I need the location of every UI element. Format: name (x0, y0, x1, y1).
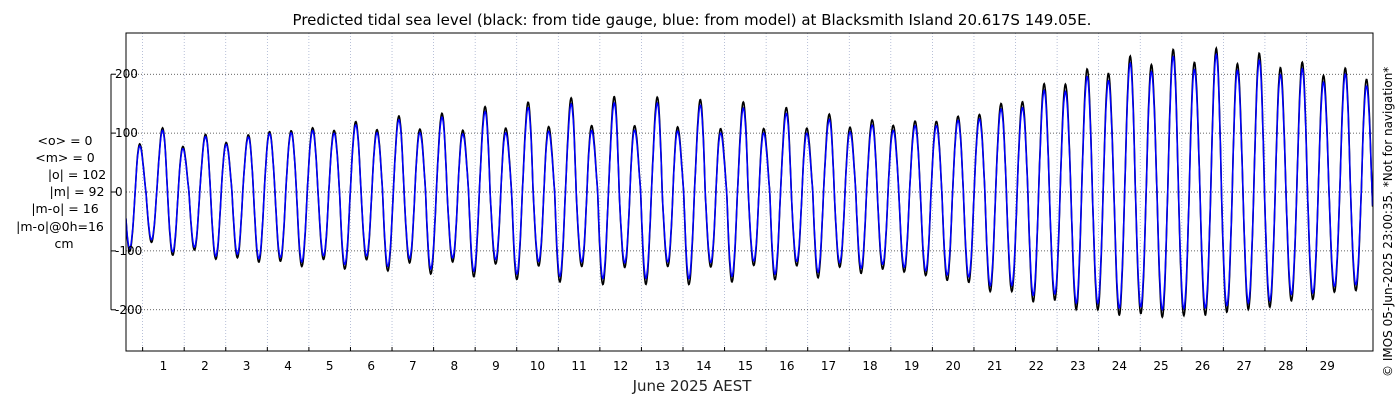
x-tick-label: 22 (1029, 359, 1044, 373)
x-tick-label: 8 (451, 359, 459, 373)
x-tick-label: 21 (987, 359, 1002, 373)
stat-line: cm (54, 236, 73, 251)
y-tick-label: 200 (115, 67, 138, 81)
series-tide-gauge-line (126, 46, 1373, 319)
x-axis-label: June 2025 AEST (632, 377, 753, 395)
x-tick-label: 9 (492, 359, 500, 373)
stat-line: |m| = 92 (50, 184, 105, 199)
x-tick-label: 6 (367, 359, 375, 373)
x-tick-label: 17 (821, 359, 836, 373)
x-tick-label: 16 (779, 359, 794, 373)
x-tick-label: 12 (613, 359, 628, 373)
x-tick-label: 19 (904, 359, 919, 373)
x-tick-label: 7 (409, 359, 417, 373)
x-tick-label: 24 (1112, 359, 1127, 373)
x-axis: 1 2 3 4 5 6 7 8 9 10 11 12 13 14 15 16 17 18 19 20 21 22 23 24 2… (142, 347, 1335, 373)
x-tick-label: 3 (243, 359, 251, 373)
plot-frame (125, 32, 1374, 352)
y-tick-label: -100 (115, 244, 142, 258)
x-tick-label: 18 (862, 359, 877, 373)
x-tick-label: 10 (530, 359, 545, 373)
x-tick-label: 27 (1237, 359, 1252, 373)
x-tick-label: 5 (326, 359, 334, 373)
x-tick-label: 1 (160, 359, 168, 373)
stat-line: <o> = 0 (38, 133, 93, 148)
x-tick-label: 2 (201, 359, 209, 373)
x-tick-label: 15 (738, 359, 753, 373)
chart-title: Predicted tidal sea level (black: from t… (293, 11, 1092, 29)
stat-line: <m> = 0 (35, 150, 95, 165)
y-tick-label: -200 (115, 303, 142, 317)
x-tick-label: 20 (946, 359, 961, 373)
x-tick-label: 23 (1070, 359, 1085, 373)
series-group (126, 46, 1373, 319)
stat-line: |m-o|@0h=16 (16, 219, 104, 234)
statistics-panel: <o> = 0 <m> = 0 |o| = 102 |m| = 92 |m-o| = 1… (16, 133, 106, 251)
stat-line: |o| = 102 (48, 167, 106, 182)
x-tick-label: 14 (696, 359, 711, 373)
x-tick-label: 25 (1153, 359, 1168, 373)
x-tick-label: 13 (655, 359, 670, 373)
x-tick-label: 11 (571, 359, 586, 373)
y-axis: -200 -100 0 100 200 (110, 67, 142, 317)
stat-line: |m-o| = 16 (31, 201, 98, 216)
series-model-line (126, 52, 1373, 312)
x-tick-label: 26 (1195, 359, 1210, 373)
credit-text: © IMOS 05-Jun-2025 23:00:35. *Not for na… (1381, 67, 1395, 377)
y-tick-label: 100 (115, 126, 138, 140)
x-tick-label: 28 (1278, 359, 1293, 373)
x-tick-label: 29 (1320, 359, 1335, 373)
x-tick-label: 4 (284, 359, 292, 373)
y-tick-label: 0 (115, 185, 123, 199)
